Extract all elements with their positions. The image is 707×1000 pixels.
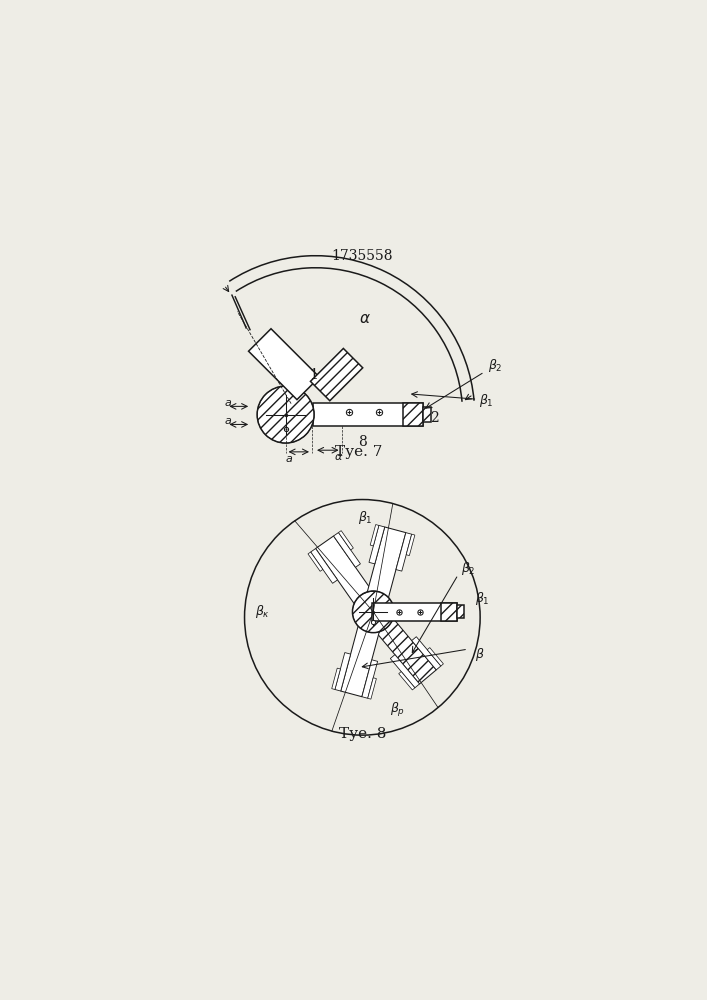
- Polygon shape: [310, 348, 363, 401]
- Polygon shape: [396, 533, 411, 571]
- Text: Τуе. 8: Τуе. 8: [339, 727, 386, 741]
- Polygon shape: [390, 655, 419, 688]
- Polygon shape: [249, 329, 320, 400]
- Polygon shape: [315, 536, 382, 618]
- Text: $\beta_2$: $\beta_2$: [489, 357, 503, 374]
- Bar: [372, 603, 457, 621]
- Polygon shape: [362, 660, 378, 698]
- Text: $a$: $a$: [224, 398, 232, 408]
- Polygon shape: [370, 525, 379, 546]
- Text: 1735558: 1735558: [332, 249, 393, 263]
- Text: $\beta_2$: $\beta_2$: [461, 560, 476, 577]
- Polygon shape: [427, 648, 443, 666]
- Polygon shape: [369, 525, 385, 564]
- Text: Τуе. 7: Τуе. 7: [335, 445, 382, 459]
- Bar: [457, 605, 464, 618]
- Polygon shape: [365, 605, 436, 684]
- Polygon shape: [334, 533, 361, 567]
- Text: $\beta_\kappa$: $\beta_\kappa$: [255, 603, 269, 620]
- Text: $\beta$: $\beta$: [474, 646, 484, 663]
- Text: $\beta_1$: $\beta_1$: [358, 509, 373, 526]
- Polygon shape: [341, 609, 384, 697]
- Polygon shape: [399, 672, 415, 690]
- Circle shape: [257, 386, 314, 443]
- Text: $\beta_1$: $\beta_1$: [474, 590, 489, 607]
- Polygon shape: [368, 678, 376, 699]
- Text: 1: 1: [310, 368, 319, 382]
- Circle shape: [353, 591, 394, 633]
- Text: $a$: $a$: [286, 454, 293, 464]
- Text: 2: 2: [430, 411, 438, 425]
- Polygon shape: [335, 653, 351, 691]
- Polygon shape: [332, 668, 340, 689]
- Text: $\alpha$: $\alpha$: [359, 312, 371, 326]
- Polygon shape: [411, 637, 441, 670]
- Bar: [403, 403, 423, 426]
- Polygon shape: [407, 534, 415, 556]
- Bar: [313, 403, 423, 426]
- Text: $\alpha$: $\alpha$: [334, 452, 343, 462]
- Polygon shape: [310, 549, 337, 583]
- Text: $a$: $a$: [224, 416, 232, 426]
- Text: $\beta_1$: $\beta_1$: [479, 392, 493, 409]
- Bar: [423, 407, 431, 422]
- Text: 8: 8: [358, 435, 367, 449]
- Bar: [440, 603, 457, 621]
- Polygon shape: [308, 552, 323, 571]
- Polygon shape: [363, 527, 406, 615]
- Polygon shape: [339, 531, 354, 550]
- Text: $\beta_p$: $\beta_p$: [390, 701, 406, 719]
